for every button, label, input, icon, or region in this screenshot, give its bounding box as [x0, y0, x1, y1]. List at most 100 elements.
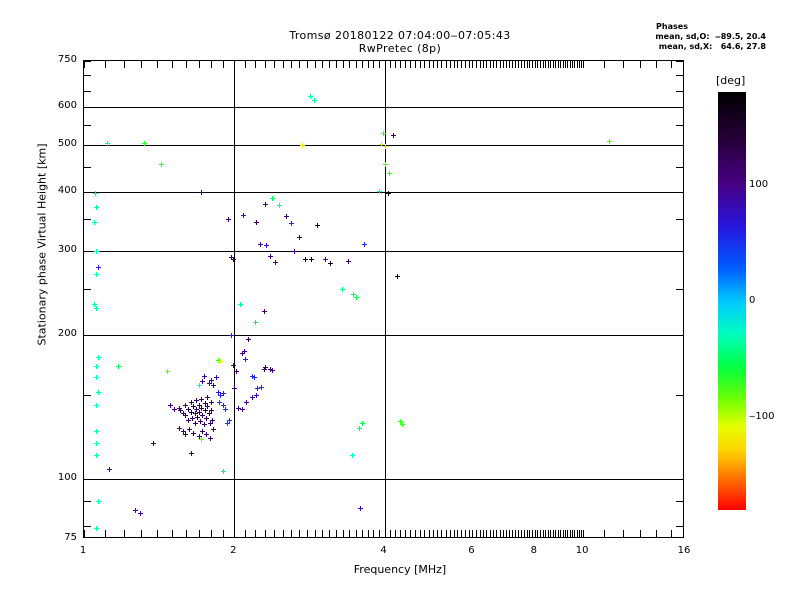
x-axis-tick: [545, 61, 547, 68]
x-axis-tick: [529, 61, 531, 68]
x-tick-label: 8: [530, 545, 537, 556]
x-axis-tick: [373, 61, 375, 68]
scatter-point: [159, 162, 164, 168]
scatter-point: [230, 363, 236, 368]
scatter-point: [94, 440, 100, 446]
x-axis-tick: [123, 530, 125, 537]
y-tick-label: 75: [64, 532, 77, 543]
x-axis-tick: [499, 61, 501, 68]
scatter-point: [105, 141, 111, 147]
scatter-point: [376, 189, 382, 194]
x-axis-tick: [234, 530, 236, 537]
scatter-point: [96, 354, 102, 360]
x-axis-tick: [656, 61, 658, 68]
x-axis-tick: [299, 61, 301, 68]
scatter-point: [183, 402, 189, 408]
x-axis-tick: [547, 530, 549, 537]
y-tick-label: 300: [57, 244, 77, 256]
y-tick-label: 500: [57, 138, 77, 150]
x-axis-tick: [572, 530, 573, 537]
scatter-point: [383, 161, 389, 167]
gridline-horizontal: [84, 145, 683, 147]
scatter-point: [94, 375, 100, 381]
y-axis-tick: [676, 107, 683, 109]
scatter-point: [188, 451, 194, 457]
gridline-horizontal: [84, 251, 683, 253]
colorbar-tick-label: ‒100: [749, 411, 775, 423]
scatter-point: [199, 437, 205, 443]
x-axis-tick: [552, 61, 554, 68]
scatter-point: [204, 432, 209, 438]
x-axis-tick: [523, 61, 525, 68]
scatter-point: [358, 505, 363, 511]
scatter-point: [340, 287, 346, 293]
x-axis-tick: [424, 61, 425, 68]
scatter-point: [96, 389, 102, 395]
x-axis-tick: [496, 61, 498, 68]
x-axis-tick: [395, 61, 397, 68]
scatter-point: [199, 405, 205, 411]
x-tick-label: 10: [575, 545, 589, 556]
scatter-point: [397, 419, 403, 425]
x-axis-tick: [562, 61, 564, 68]
scatter-point: [208, 377, 214, 383]
scatter-point: [291, 248, 297, 254]
y-axis-tick: [676, 125, 683, 127]
x-axis-tick: [361, 61, 363, 68]
scatter-point: [263, 201, 268, 207]
scatter-point: [202, 401, 208, 407]
x-axis-tick: [603, 61, 605, 68]
scatter-point: [206, 411, 212, 417]
y-axis-tick: [84, 251, 91, 253]
scatter-point: [188, 409, 194, 415]
scatter-point: [244, 399, 250, 405]
y-axis-tick: [84, 479, 91, 481]
x-axis-tick: [355, 61, 357, 68]
phases-mean-sd-x: mean, sd,X: 64.6, 27.8: [658, 42, 766, 51]
scatter-point: [262, 366, 267, 372]
x-axis-tick: [244, 530, 246, 537]
scatter-point: [300, 142, 305, 148]
y-axis-tick: [84, 335, 91, 337]
x-axis-tick: [489, 530, 491, 537]
x-axis-tick: [171, 530, 173, 537]
scatter-point: [165, 369, 170, 375]
x-axis-tick: [367, 61, 369, 68]
scatter-point: [199, 396, 205, 402]
x-axis-tick: [505, 61, 507, 68]
scatter-point: [361, 241, 367, 247]
x-axis-tick: [437, 61, 439, 68]
scatter-point: [208, 399, 214, 405]
scatter-point: [254, 392, 260, 398]
scatter-point: [186, 406, 192, 412]
x-axis-tick: [465, 530, 466, 537]
x-axis-tick: [199, 61, 200, 68]
y-axis-tick: [84, 525, 91, 527]
scatter-point: [133, 508, 139, 514]
x-axis-tick: [476, 530, 477, 537]
x-axis-tick: [254, 530, 256, 537]
scatter-point: [201, 422, 207, 428]
chart-title-line2: RwPretec (8p): [358, 42, 442, 55]
y-axis-title: Stationary phase Virtual Height [km]: [35, 143, 49, 346]
scatter-point: [395, 273, 401, 279]
y-axis-tick: [84, 75, 91, 77]
scatter-point: [199, 189, 205, 195]
x-axis-tick: [496, 530, 498, 537]
x-axis-tick: [171, 61, 173, 68]
x-axis-tick: [199, 530, 200, 537]
scatter-point: [211, 427, 217, 433]
x-axis-tick: [367, 530, 369, 537]
scatter-point: [259, 384, 265, 390]
scatter-point: [205, 395, 211, 401]
x-axis-tick: [479, 61, 481, 68]
x-axis-tick: [336, 61, 338, 68]
scatter-point: [288, 220, 294, 226]
scatter-point: [195, 414, 201, 420]
scatter-point: [191, 404, 197, 409]
gridline-horizontal: [84, 335, 683, 337]
y-tick-label: 200: [57, 328, 77, 340]
scatter-point: [296, 235, 302, 241]
x-axis-tick: [542, 61, 544, 68]
scatter-point: [207, 420, 213, 426]
